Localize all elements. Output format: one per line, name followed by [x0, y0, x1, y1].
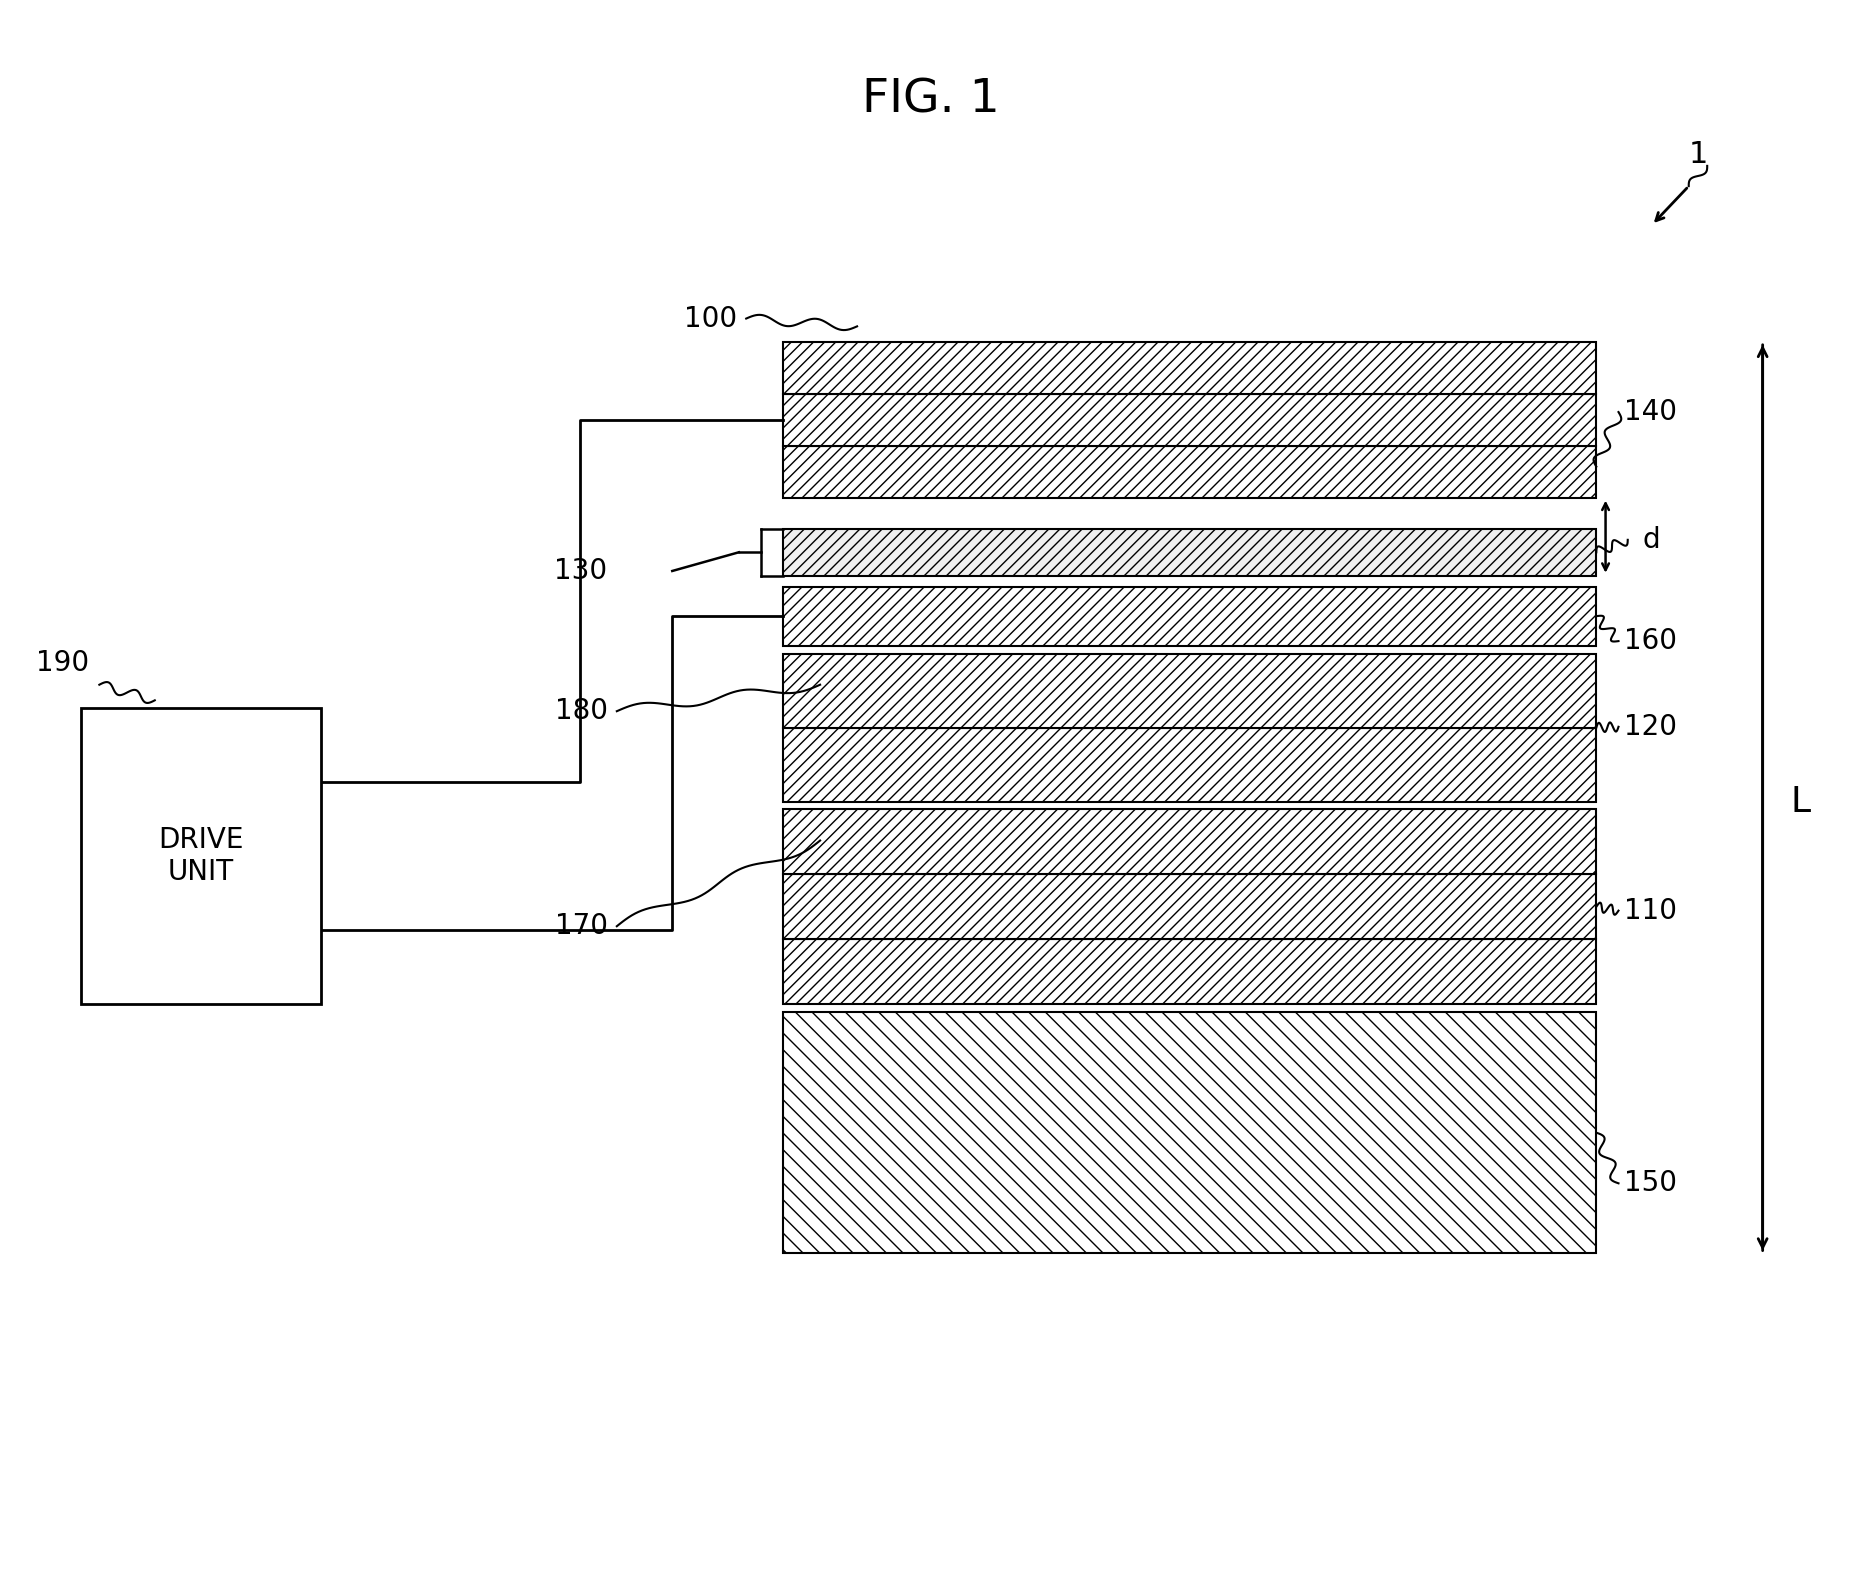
Text: L: L: [1791, 784, 1810, 819]
Bar: [784, 343, 1596, 395]
Text: 180: 180: [555, 698, 607, 725]
Text: 1: 1: [1689, 140, 1707, 170]
Bar: [784, 938, 1596, 1005]
Text: 170: 170: [555, 912, 607, 940]
Bar: [80, 707, 320, 1005]
Bar: [784, 395, 1596, 446]
Text: 100: 100: [683, 305, 737, 333]
Bar: [784, 874, 1596, 938]
Text: 150: 150: [1624, 1170, 1678, 1198]
Bar: [784, 1012, 1596, 1253]
Bar: [784, 654, 1596, 728]
Bar: [784, 528, 1596, 575]
Text: 160: 160: [1624, 627, 1678, 656]
Bar: [784, 810, 1596, 874]
Text: 130: 130: [555, 556, 607, 585]
Text: FIG. 1: FIG. 1: [862, 77, 1000, 123]
Text: 140: 140: [1624, 398, 1678, 426]
Text: 110: 110: [1624, 896, 1678, 924]
Text: 120: 120: [1624, 712, 1678, 740]
Text: d: d: [1642, 525, 1661, 553]
Text: DRIVE
UNIT: DRIVE UNIT: [158, 825, 244, 887]
Bar: [784, 728, 1596, 802]
Bar: [784, 586, 1596, 646]
Bar: [784, 446, 1596, 498]
Text: 190: 190: [35, 649, 89, 678]
